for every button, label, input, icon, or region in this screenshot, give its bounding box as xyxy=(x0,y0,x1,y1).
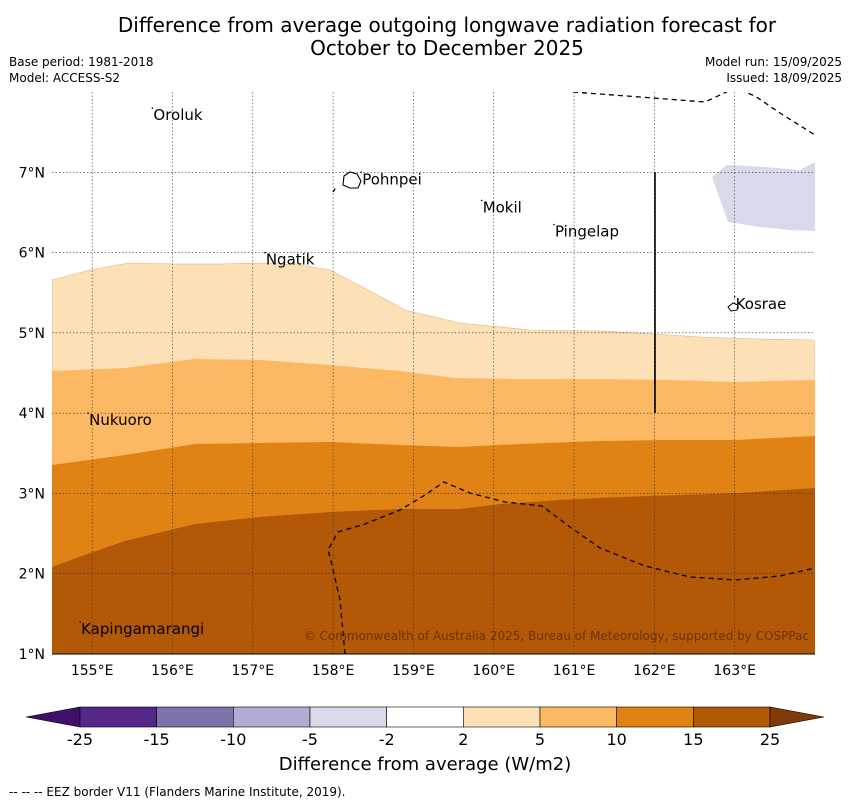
colorbar-tick-label: -5 xyxy=(302,730,318,749)
colorbar-tick-label: 2 xyxy=(458,730,468,749)
place-marker xyxy=(264,251,266,254)
lon-tick-label: 161°E xyxy=(553,663,596,679)
colorbar-segment xyxy=(233,706,311,728)
lon-tick-label: 160°E xyxy=(472,663,515,679)
colorbar-segment xyxy=(156,706,234,728)
eez-border-north xyxy=(572,92,815,136)
place-marker xyxy=(553,223,555,226)
pohnpei-island-shape xyxy=(342,171,362,189)
colorbar-segment xyxy=(616,706,694,728)
title-line-1: Difference from average outgoing longwav… xyxy=(117,13,777,37)
lon-tick-label: 157°E xyxy=(232,663,275,679)
place-marker xyxy=(79,621,81,623)
colorbar-tick-label: -25 xyxy=(67,730,93,749)
colorbar-tick-label: -10 xyxy=(220,730,246,749)
lon-tick-label: 159°E xyxy=(392,663,435,679)
place-label: Kapingamarangi xyxy=(81,620,204,638)
place-label: Ngatik xyxy=(266,251,315,269)
model-run-text: Model run: 15/09/2025 xyxy=(704,55,842,69)
colorbar-extend-low xyxy=(25,706,81,728)
map-title: Difference from average outgoing longwav… xyxy=(0,14,850,60)
lat-tick-label: 2°N xyxy=(19,567,45,583)
latitude-ticks: 7°N 6°N 5°N 4°N 3°N 2°N 1°N xyxy=(19,165,45,663)
contour-layer: Oroluk Pohnpei Mokil Pingelap Ngatik Kosrae Nu… xyxy=(52,92,815,654)
eez-legend-note: -- -- -- EEZ border V11 (Flanders Marine… xyxy=(9,785,346,799)
place-label: Kosrae xyxy=(736,295,787,313)
place-labels: Oroluk Pohnpei Mokil Pingelap Ngatik Kosrae Nu… xyxy=(79,106,786,638)
colorbar-tick-label: 25 xyxy=(760,730,780,749)
colorbar-tick-label: 15 xyxy=(683,730,703,749)
lat-tick-label: 4°N xyxy=(19,406,45,422)
colorbar: -25 -15 -10 -5 -2 2 5 10 15 25 xyxy=(25,706,825,749)
meta-left: Base period: 1981-2018 Model: ACCESS-S2 xyxy=(9,54,154,86)
colorbar-tick-label: 10 xyxy=(606,730,626,749)
lon-tick-label: 158°E xyxy=(312,663,355,679)
colorbar-segment xyxy=(309,706,387,728)
colorbar-tick-label: 5 xyxy=(535,730,545,749)
place-label: Nukuoro xyxy=(89,411,152,429)
meta-right: Model run: 15/09/2025 Issued: 18/09/2025 xyxy=(705,54,842,86)
place-label: Pohnpei xyxy=(362,170,422,188)
colorbar-segment xyxy=(539,706,617,728)
place-marker xyxy=(480,199,483,202)
issued-text: Issued: 18/09/2025 xyxy=(726,71,842,85)
lat-tick-label: 1°N xyxy=(19,647,45,663)
band-negative-2-to-5 xyxy=(712,162,815,231)
lon-tick-label: 162°E xyxy=(633,663,676,679)
kosrae-island-shape xyxy=(727,302,739,312)
eez-border-south xyxy=(327,481,815,654)
colorbar-segment xyxy=(463,706,541,728)
place-label: Oroluk xyxy=(153,106,202,124)
copyright-text: © Commonwealth of Australia 2025, Bureau… xyxy=(304,629,809,643)
place-label: Pingelap xyxy=(555,223,619,241)
lat-tick-label: 5°N xyxy=(19,326,45,342)
lat-tick-label: 6°N xyxy=(19,246,45,262)
lat-tick-label: 7°N xyxy=(19,165,45,181)
title-line-2: October to December 2025 xyxy=(310,36,584,60)
colorbar-segment xyxy=(386,706,464,728)
place-marker xyxy=(87,412,89,414)
place-marker xyxy=(151,107,154,109)
eez-border-pohnpei xyxy=(332,185,338,193)
colorbar-segment xyxy=(79,706,157,728)
colorbar-segment xyxy=(693,706,771,728)
base-period-text: Base period: 1981-2018 xyxy=(9,55,154,69)
band-15-to-25 xyxy=(52,488,815,654)
lat-tick-label: 3°N xyxy=(19,486,45,502)
lon-tick-label: 163°E xyxy=(713,663,756,679)
place-marker xyxy=(360,171,363,174)
colorbar-extend-high xyxy=(769,706,825,728)
model-text: Model: ACCESS-S2 xyxy=(9,71,121,85)
lon-tick-label: 155°E xyxy=(71,663,114,679)
place-marker xyxy=(733,295,736,298)
lon-tick-label: 156°E xyxy=(151,663,194,679)
longitude-ticks: 155°E 156°E 157°E 158°E 159°E 160°E 161°E 162°E… xyxy=(71,663,756,679)
colorbar-tick-label: -2 xyxy=(379,730,395,749)
colorbar-tick-label: -15 xyxy=(144,730,170,749)
colorbar-title: Difference from average (W/m2) xyxy=(278,754,572,775)
place-label: Mokil xyxy=(483,198,522,216)
